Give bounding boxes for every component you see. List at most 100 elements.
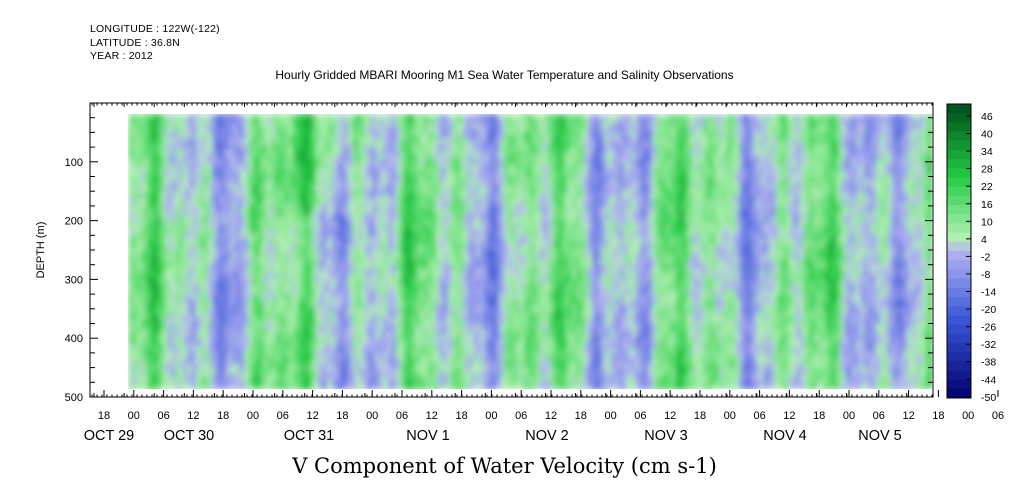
heat-cell: [304, 169, 309, 175]
heat-cell: [332, 219, 337, 225]
heat-cell: [388, 119, 393, 125]
heat-cell: [320, 144, 325, 150]
heat-cell: [396, 279, 401, 285]
heat-cell: [344, 204, 349, 210]
heat-cell: [288, 174, 293, 180]
heat-cell: [396, 359, 401, 365]
heat-cell: [204, 234, 209, 240]
heat-cell: [320, 319, 325, 325]
heat-cell: [352, 204, 357, 210]
heat-cell: [352, 254, 357, 260]
heat-cell: [228, 259, 233, 265]
heat-cell: [136, 349, 141, 355]
heat-cell: [260, 124, 265, 130]
heat-cell: [244, 159, 249, 165]
heat-cell: [392, 179, 397, 185]
heat-cell: [360, 339, 365, 345]
heat-cell: [416, 264, 421, 270]
heat-cell: [268, 254, 273, 260]
heat-cell: [292, 289, 297, 295]
heat-cell: [284, 294, 289, 300]
heat-cell: [352, 124, 357, 130]
heat-cell: [404, 314, 409, 320]
heat-cell: [416, 289, 421, 295]
heat-cell: [452, 249, 457, 255]
heat-cell: [380, 294, 385, 300]
heat-cell: [456, 319, 461, 325]
heat-cell: [324, 274, 329, 280]
heat-cell: [376, 329, 381, 335]
heat-cell: [312, 149, 317, 155]
heat-cell: [180, 194, 185, 200]
heat-cell: [392, 289, 397, 295]
heat-cell: [404, 299, 409, 305]
heat-cell: [312, 279, 317, 285]
heat-cell: [164, 334, 169, 340]
heat-cell: [216, 314, 221, 320]
heat-cell: [332, 119, 337, 125]
heat-cell: [228, 314, 233, 320]
heat-cell: [452, 379, 457, 385]
heat-cell: [172, 214, 177, 220]
heat-cell: [424, 309, 429, 315]
heat-cell: [216, 254, 221, 260]
heat-cell: [328, 209, 333, 215]
heat-cell: [220, 119, 225, 125]
heat-cell: [284, 134, 289, 140]
heat-cell: [360, 349, 365, 355]
heat-cell: [416, 304, 421, 310]
heat-cell: [392, 199, 397, 205]
heat-cell: [196, 254, 201, 260]
heat-cell: [216, 224, 221, 230]
heat-cell: [352, 324, 357, 330]
heat-cell: [324, 339, 329, 345]
heat-cell: [316, 214, 321, 220]
heat-cell: [328, 179, 333, 185]
heat-cell: [148, 194, 153, 200]
heat-cell: [252, 214, 257, 220]
heat-cell: [288, 119, 293, 125]
heat-cell: [332, 319, 337, 325]
heat-cell: [212, 189, 217, 195]
heat-cell: [244, 129, 249, 135]
heat-cell: [400, 239, 405, 245]
heat-cell: [328, 164, 333, 170]
heat-cell: [332, 114, 337, 120]
heat-cell: [412, 224, 417, 230]
heat-cell: [396, 314, 401, 320]
heat-cell: [368, 119, 373, 125]
heat-cell: [328, 299, 333, 305]
heat-cell: [196, 119, 201, 125]
heat-cell: [360, 294, 365, 300]
heat-cell: [432, 344, 437, 350]
heat-cell: [248, 169, 253, 175]
heat-cell: [412, 189, 417, 195]
heat-cell: [208, 214, 213, 220]
heat-cell: [428, 204, 433, 210]
heat-cell: [396, 259, 401, 265]
heat-cell: [308, 334, 313, 340]
heat-cell: [460, 334, 465, 340]
heat-cell: [308, 384, 313, 389]
heat-cell: [388, 379, 393, 385]
heat-cell: [464, 179, 469, 185]
heat-cell: [392, 239, 397, 245]
heat-cell: [296, 284, 301, 290]
heat-cell: [448, 239, 453, 245]
heat-cell: [340, 229, 345, 235]
heat-cell: [136, 209, 141, 215]
heat-cell: [412, 249, 417, 255]
heat-cell: [356, 354, 361, 360]
heat-cell: [276, 284, 281, 290]
heat-cell: [156, 144, 161, 150]
heat-cell: [412, 139, 417, 145]
heat-cell: [380, 249, 385, 255]
heat-cell: [424, 269, 429, 275]
heat-cell: [416, 249, 421, 255]
heat-cell: [360, 244, 365, 250]
heat-cell: [396, 269, 401, 275]
heat-cell: [376, 234, 381, 240]
heat-cell: [388, 324, 393, 330]
heat-cell: [200, 379, 205, 385]
heat-cell: [256, 289, 261, 295]
